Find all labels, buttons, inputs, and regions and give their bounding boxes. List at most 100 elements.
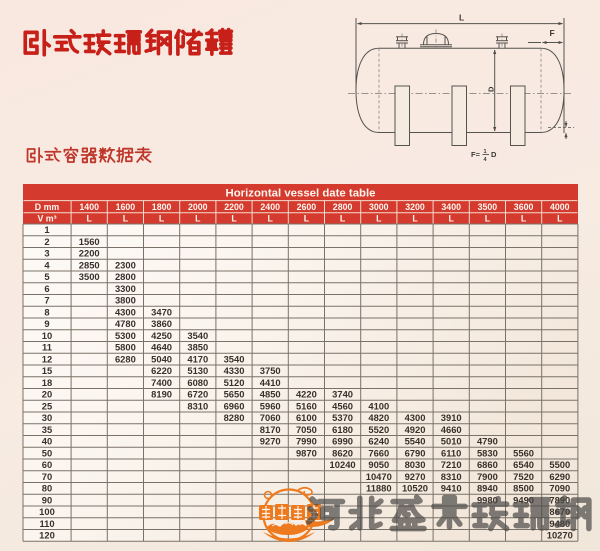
svg-text:6860: 6860: [477, 459, 498, 470]
svg-text:4170: 4170: [187, 353, 208, 364]
svg-text:4560: 4560: [332, 400, 353, 411]
svg-text:100: 100: [39, 506, 55, 517]
svg-text:10240: 10240: [330, 459, 356, 470]
svg-text:9270: 9270: [405, 471, 426, 482]
svg-text:1: 1: [44, 224, 49, 235]
svg-text:7090: 7090: [549, 483, 570, 494]
svg-text:6960: 6960: [224, 400, 245, 411]
svg-text:7060: 7060: [260, 412, 281, 423]
svg-text:30: 30: [42, 412, 52, 423]
svg-text:3500: 3500: [478, 202, 498, 212]
svg-text:8030: 8030: [405, 459, 426, 470]
svg-text:3000: 3000: [369, 202, 389, 212]
svg-text:3600: 3600: [514, 202, 534, 212]
svg-text:25: 25: [42, 400, 52, 411]
svg-text:12: 12: [42, 353, 52, 364]
svg-text:3860: 3860: [151, 318, 172, 329]
svg-text:6790: 6790: [405, 447, 426, 458]
svg-text:4790: 4790: [477, 436, 498, 447]
svg-text:4: 4: [484, 157, 488, 163]
svg-text:6290: 6290: [549, 471, 570, 482]
svg-text:8310: 8310: [441, 471, 462, 482]
svg-text:6: 6: [44, 283, 49, 294]
svg-text:8310: 8310: [187, 400, 208, 411]
svg-text:3800: 3800: [115, 295, 136, 306]
svg-text:2850: 2850: [79, 259, 100, 270]
svg-text:4300: 4300: [405, 412, 426, 423]
svg-text:5010: 5010: [441, 436, 462, 447]
svg-text:5960: 5960: [260, 400, 281, 411]
svg-text:D mm: D mm: [35, 202, 60, 212]
svg-text:2800: 2800: [115, 271, 136, 282]
svg-text:15: 15: [42, 365, 52, 376]
svg-text:9050: 9050: [368, 459, 389, 470]
svg-text:6100: 6100: [296, 412, 317, 423]
svg-text:4220: 4220: [296, 389, 317, 400]
svg-text:7660: 7660: [368, 447, 389, 458]
svg-text:L: L: [231, 214, 237, 224]
svg-text:5500: 5500: [549, 459, 570, 470]
svg-text:9410: 9410: [441, 483, 462, 494]
svg-text:2300: 2300: [115, 259, 136, 270]
svg-text:7400: 7400: [151, 377, 172, 388]
svg-text:4920: 4920: [405, 424, 426, 435]
svg-text:10520: 10520: [402, 483, 428, 494]
svg-text:4000: 4000: [550, 202, 570, 212]
svg-text:5: 5: [44, 271, 49, 282]
svg-text:L: L: [87, 214, 93, 224]
svg-text:5040: 5040: [151, 353, 172, 364]
svg-text:2: 2: [44, 236, 49, 247]
svg-text:40: 40: [42, 436, 52, 447]
svg-text:18: 18: [42, 377, 52, 388]
svg-text:9870: 9870: [296, 447, 317, 458]
svg-text:F=: F=: [471, 150, 481, 159]
svg-text:8: 8: [44, 306, 49, 317]
svg-text:50: 50: [42, 447, 52, 458]
svg-text:1560: 1560: [79, 236, 100, 247]
svg-text:2800: 2800: [333, 202, 353, 212]
svg-text:5120: 5120: [224, 377, 245, 388]
svg-text:3740: 3740: [332, 389, 353, 400]
svg-text:11: 11: [42, 342, 52, 353]
svg-text:3750: 3750: [260, 365, 281, 376]
svg-text:3540: 3540: [224, 353, 245, 364]
svg-text:L: L: [123, 214, 129, 224]
svg-text:120: 120: [39, 530, 55, 541]
svg-text:60: 60: [42, 459, 52, 470]
svg-text:Horizontal vessel date table: Horizontal vessel date table: [225, 188, 375, 200]
svg-text:4640: 4640: [151, 342, 172, 353]
svg-text:8190: 8190: [151, 389, 172, 400]
svg-text:6280: 6280: [115, 353, 136, 364]
svg-text:6540: 6540: [513, 459, 534, 470]
svg-text:L: L: [459, 13, 464, 23]
svg-text:L: L: [195, 214, 201, 224]
svg-text:L: L: [449, 214, 455, 224]
svg-text:9980: 9980: [477, 494, 498, 505]
svg-text:9490: 9490: [513, 494, 534, 505]
svg-text:1400: 1400: [79, 202, 99, 212]
svg-text:L: L: [376, 214, 382, 224]
svg-text:4100: 4100: [368, 400, 389, 411]
svg-text:7050: 7050: [296, 424, 317, 435]
svg-text:5800: 5800: [115, 342, 136, 353]
svg-text:5130: 5130: [187, 365, 208, 376]
svg-text:3200: 3200: [405, 202, 425, 212]
svg-text:L: L: [557, 214, 563, 224]
svg-text:D: D: [487, 86, 496, 92]
svg-text:7520: 7520: [513, 471, 534, 482]
svg-text:5160: 5160: [296, 400, 317, 411]
svg-text:8500: 8500: [513, 483, 534, 494]
svg-text:5540: 5540: [405, 436, 426, 447]
svg-text:6990: 6990: [332, 436, 353, 447]
svg-text:6240: 6240: [368, 436, 389, 447]
svg-text:V m³: V m³: [37, 214, 56, 224]
svg-text:4: 4: [44, 259, 50, 270]
svg-text:6080: 6080: [187, 377, 208, 388]
svg-text:2000: 2000: [188, 202, 208, 212]
svg-text:L: L: [304, 214, 310, 224]
svg-text:3540: 3540: [187, 330, 208, 341]
svg-text:9270: 9270: [260, 436, 281, 447]
svg-text:3910: 3910: [441, 412, 462, 423]
svg-text:2200: 2200: [79, 248, 100, 259]
svg-text:20: 20: [42, 389, 52, 400]
